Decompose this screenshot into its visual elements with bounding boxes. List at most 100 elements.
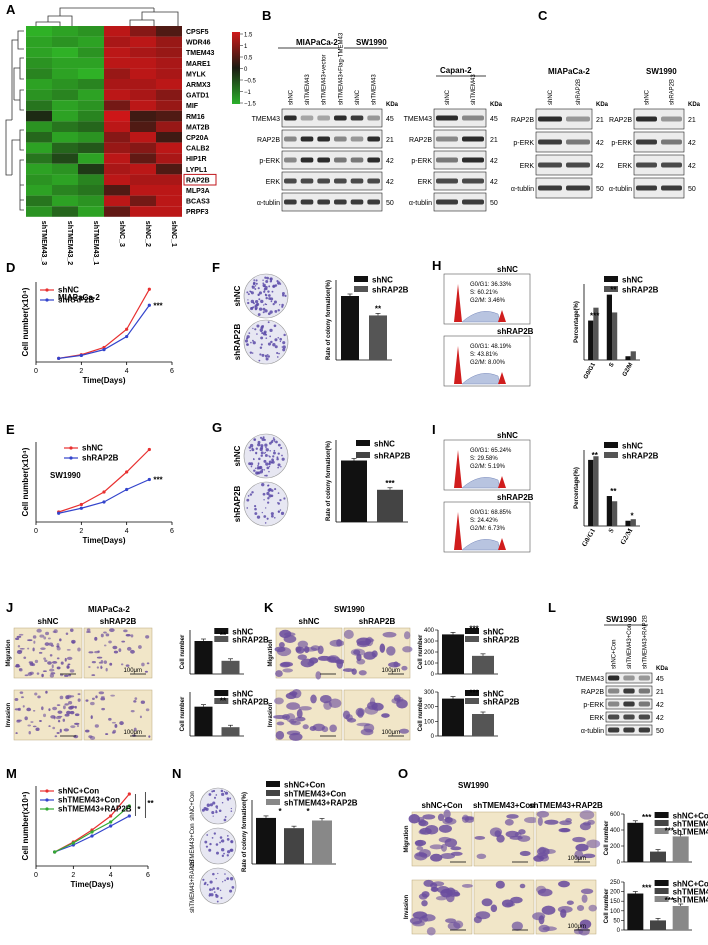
bar — [650, 851, 666, 862]
migrated-cell — [134, 697, 138, 700]
legend-label: shNC+Con — [284, 781, 325, 790]
data-point — [90, 834, 94, 838]
colony — [274, 488, 277, 491]
heatmap-cell — [156, 100, 182, 111]
significance: * — [306, 807, 310, 816]
legend-swatch — [354, 286, 368, 292]
colony — [270, 514, 274, 518]
migrated-cell — [34, 692, 38, 696]
blot-band — [300, 199, 314, 205]
bar — [593, 456, 599, 526]
migrated-cell — [297, 654, 307, 660]
data-point — [125, 327, 129, 331]
kda-label: 21 — [656, 689, 664, 696]
migrated-cell — [111, 721, 116, 724]
migrated-cell — [408, 814, 420, 824]
colony — [220, 896, 223, 900]
heatmap-cell — [130, 185, 156, 196]
migrated-cell — [43, 657, 47, 660]
migrated-cell — [110, 694, 115, 697]
y-axis-label: Cell number — [180, 696, 186, 731]
protein-label: ERK — [590, 715, 605, 722]
panel-label-a: A — [6, 2, 16, 17]
colony — [273, 516, 276, 519]
colony — [261, 332, 264, 335]
migrated-cell — [366, 701, 378, 710]
panel-label-e: E — [6, 422, 15, 437]
colony — [277, 309, 280, 312]
colony — [254, 285, 257, 287]
phase-percent: S: 60.21% — [470, 290, 498, 296]
protein-label: RAP2B — [257, 137, 280, 144]
row-label: Migration — [6, 639, 12, 666]
migrated-cell — [32, 647, 35, 652]
heatmap-cell — [26, 142, 52, 154]
kda-label: 45 — [386, 116, 394, 123]
migrated-cell — [77, 698, 81, 702]
colony — [202, 878, 205, 881]
colony — [273, 451, 276, 455]
colony — [264, 303, 267, 306]
gene-label: WDR46 — [186, 40, 211, 47]
blot-band — [284, 136, 297, 142]
legend-label: shNC — [622, 276, 643, 285]
migrated-cell — [100, 697, 106, 701]
panel-cell-line: SW1990 — [458, 781, 489, 790]
migrated-cell — [32, 709, 36, 712]
heatmap-cell — [78, 68, 104, 79]
g1-peak — [454, 512, 462, 550]
colony — [209, 842, 212, 846]
protein-label: ERK — [520, 163, 535, 170]
y-tick-label: 400 — [424, 628, 435, 634]
colony — [273, 438, 276, 442]
colony — [260, 336, 264, 340]
column-label: shTMEM43_1 — [92, 221, 99, 265]
legend-label: shRAP2B — [372, 286, 409, 295]
migrated-cell — [321, 726, 329, 733]
heatmap-cell — [104, 121, 130, 132]
colony — [224, 791, 229, 795]
colony — [253, 438, 257, 442]
colony — [260, 454, 263, 457]
bar — [472, 714, 494, 736]
colony — [223, 852, 225, 855]
migrated-cell — [148, 735, 151, 738]
colony — [281, 454, 283, 457]
colony — [279, 304, 281, 306]
heatmap-cell — [156, 89, 182, 101]
blot-band — [367, 199, 380, 205]
panel-label-k: K — [264, 600, 274, 615]
lane-label: shTMEM43 — [471, 74, 477, 105]
migrated-cell — [18, 668, 22, 671]
legend-label: shNC — [483, 690, 504, 699]
blot-strip — [535, 177, 593, 199]
colony — [204, 840, 208, 844]
kda-header: KDa — [490, 102, 503, 108]
heatmap-cell — [104, 47, 130, 58]
colony — [258, 466, 262, 470]
data-point — [102, 348, 106, 352]
phase-percent: G0/G1: 65.24% — [470, 448, 512, 454]
migrated-cell — [91, 660, 96, 664]
colony — [212, 789, 216, 793]
heatmap-cell — [130, 26, 156, 37]
legend-swatch — [465, 636, 479, 642]
scale-tick-label: −0.5 — [244, 79, 257, 85]
blot-band — [284, 178, 297, 184]
colony — [281, 292, 285, 295]
lane-label: shNC+Con — [612, 639, 618, 669]
heatmap-cell — [156, 206, 182, 217]
cell-line-miapaca-c: MIAPaCa-2 — [548, 67, 590, 76]
migrated-cell — [310, 694, 317, 704]
colony — [264, 451, 267, 454]
colony — [229, 797, 232, 800]
colony — [229, 889, 233, 893]
migrated-cell — [328, 698, 342, 709]
lane-label: shNC — [548, 89, 554, 105]
migrated-cell — [276, 721, 285, 726]
protein-label: ERK — [618, 163, 633, 170]
migrated-cell — [342, 668, 355, 672]
migrated-cell — [47, 661, 52, 665]
blot-band — [284, 157, 297, 163]
